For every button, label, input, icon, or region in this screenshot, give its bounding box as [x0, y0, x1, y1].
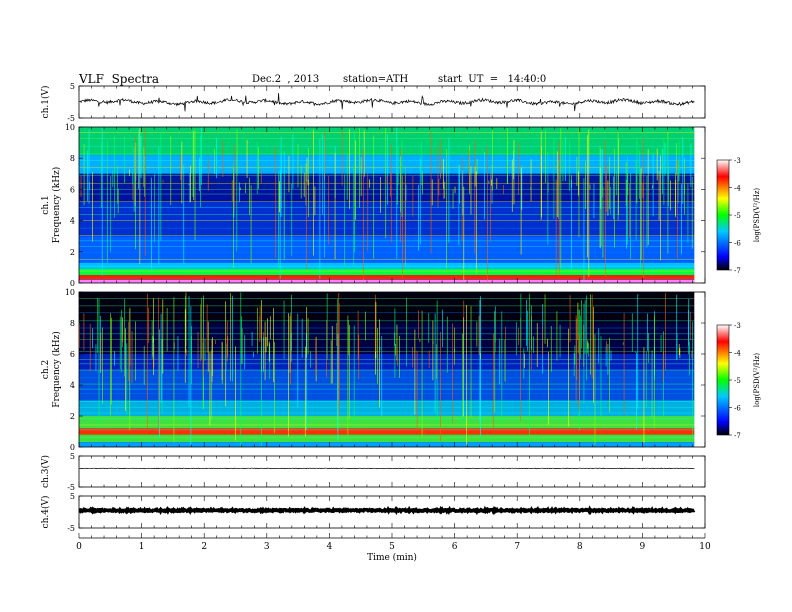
x-tick-label: 9	[640, 542, 646, 552]
date-label: Dec.2 , 2013	[252, 74, 320, 85]
station-label: station=ATH	[343, 74, 409, 85]
y-tick-label: -5	[67, 524, 75, 533]
colorbar-tick-label: -7	[734, 432, 741, 440]
no-data-region	[694, 127, 705, 283]
x-tick-label: 1	[139, 542, 145, 552]
y-tick-label: 0	[70, 279, 75, 288]
y-axis-label: ch.1(V)	[40, 86, 51, 119]
spectrogram-band	[79, 416, 695, 429]
spectrogram-band	[79, 369, 695, 401]
no-data-region	[694, 292, 705, 447]
signal-trace	[78, 505, 696, 516]
spectrogram-band	[79, 434, 695, 443]
y-tick-label: 0	[70, 443, 75, 452]
x-tick-label: 0	[76, 542, 82, 552]
start-time-label: start UT = 14:40:0	[438, 74, 547, 85]
y-tick-label: 6	[70, 185, 75, 194]
signal-trace	[79, 467, 695, 470]
colorbar-tick-label: -5	[734, 212, 741, 220]
colorbar-label: log(PSD(V²/Hz)	[753, 353, 761, 408]
x-tick-label: 3	[264, 542, 270, 552]
spectrogram-band	[79, 292, 695, 323]
y-tick-label: 2	[70, 412, 75, 421]
spectrogram-band	[79, 127, 695, 156]
x-tick-label: 5	[389, 542, 395, 552]
y-tick-label: 4	[70, 381, 75, 390]
colorbar-tick-label: -7	[734, 267, 741, 275]
figure-title: VLF Spectra	[79, 72, 160, 86]
y-axis-label: ch.3(V)	[40, 455, 51, 488]
colorbar-tick-label: -3	[734, 322, 741, 330]
spectrogram-band	[79, 354, 695, 370]
channel-label: ch.1	[41, 195, 51, 214]
spectrogram-band	[79, 201, 695, 237]
spectrogram-band	[79, 275, 695, 280]
colorbar-tick-label: -4	[734, 185, 741, 193]
spectrogram-band	[79, 189, 695, 202]
x-tick-label: 10	[699, 542, 711, 552]
x-axis-label: Time (min)	[367, 552, 417, 563]
spectrogram-band	[79, 428, 695, 435]
colorbar	[716, 159, 730, 271]
colorbar-label: log(PSD(V²/Hz)	[753, 188, 761, 243]
y-tick-label: 5	[70, 82, 75, 91]
y-tick-label: -5	[67, 114, 75, 123]
x-tick-label: 7	[514, 542, 520, 552]
spectrogram-band	[79, 400, 695, 416]
signal-trace	[78, 92, 695, 112]
y-axis-label: ch.4(V)	[40, 496, 51, 529]
y-tick-label: 6	[70, 350, 75, 359]
spectrogram-band	[79, 155, 695, 174]
spectrogram-band	[79, 268, 695, 276]
colorbar-tick-label: -6	[734, 240, 741, 248]
spectrogram-band	[79, 262, 695, 269]
y-tick-label: 10	[65, 288, 75, 297]
spectrogram-band	[79, 236, 695, 263]
colorbar-tick-label: -3	[734, 157, 741, 165]
colorbar-tick-label: -5	[734, 377, 741, 385]
colorbar	[716, 324, 730, 436]
y-tick-label: -5	[67, 483, 75, 492]
colorbar-tick-label: -6	[734, 405, 741, 413]
spectrogram-band	[79, 442, 695, 447]
x-tick-label: 6	[452, 542, 458, 552]
spectrogram-band	[79, 173, 695, 190]
y-tick-label: 8	[70, 154, 75, 163]
y-tick-label: 10	[65, 123, 75, 132]
y-axis-label: Frequency (kHz)	[51, 167, 62, 244]
y-tick-label: 2	[70, 248, 75, 257]
y-tick-label: 8	[70, 319, 75, 328]
y-tick-label: 5	[70, 452, 75, 461]
spectrogram-band	[79, 323, 695, 354]
x-tick-label: 4	[327, 542, 333, 552]
channel-label: ch.2	[41, 360, 51, 379]
colorbar-tick-label: -4	[734, 350, 741, 358]
y-tick-label: 5	[70, 492, 75, 501]
x-tick-label: 8	[577, 542, 583, 552]
spectrogram-band	[79, 279, 695, 283]
x-tick-label: 2	[201, 542, 207, 552]
y-tick-label: 4	[70, 217, 75, 226]
y-axis-label: Frequency (kHz)	[51, 331, 62, 408]
